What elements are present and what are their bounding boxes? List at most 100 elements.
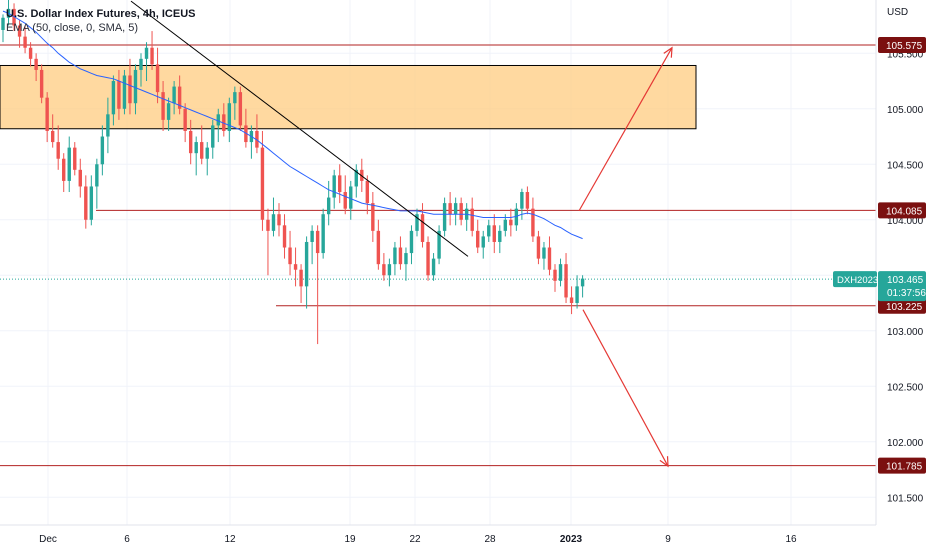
candle [354,164,358,198]
candle [442,197,447,237]
candle [371,192,375,242]
candle [553,264,557,292]
candle [580,275,585,298]
ema-line [2,10,583,240]
candle [514,203,519,231]
candle [122,69,127,115]
candle [293,247,298,287]
candle-body [50,130,55,143]
time-tick-label: 16 [785,534,797,545]
candle-body [128,75,132,104]
currency-label: USD [887,7,908,18]
candle [161,81,165,131]
time-tick-label: 6 [124,534,130,545]
candle-body [332,175,336,198]
candle [288,230,292,276]
candle-body [382,264,386,276]
candle-body [45,97,49,131]
candle [266,208,270,276]
candle [437,225,441,265]
time-tick-label: 2023 [560,534,583,545]
price-tick-label: 105.000 [887,105,924,116]
candle [89,175,94,226]
candle [382,253,386,281]
candle-body [17,25,22,37]
candle [376,219,381,270]
candle [448,192,452,226]
candle-body [106,114,110,137]
candle [1,14,5,43]
candle-body [144,47,149,59]
time-axis-background [0,525,932,550]
candle [166,97,171,131]
candle [415,208,419,237]
candle-body [288,247,292,265]
candle [28,42,33,67]
level-label-bg [878,202,926,219]
projection-down-arrow-head [659,456,669,468]
candle-body [222,114,226,131]
candle-body [150,47,154,65]
candle-body [194,142,198,154]
time-tick-label: 12 [224,534,236,545]
candle [464,203,469,231]
candle [67,136,71,193]
candle [420,203,425,248]
trendline [130,0,469,257]
candle [17,19,22,48]
candle-body [266,219,270,231]
candle-body [398,247,403,265]
candle [34,53,38,82]
candle-body [343,192,347,209]
price-tick-label: 103.000 [887,327,924,338]
candle-body [277,214,281,226]
candle-body [39,69,44,98]
candle [133,64,138,115]
candle-body [188,130,193,154]
candle [409,225,414,265]
candle [315,225,320,345]
candle-body [326,197,331,215]
candle [277,203,281,237]
candle [233,86,237,120]
candle-body [338,175,342,193]
level-label-bg [878,457,926,474]
candle [569,286,574,315]
candle-body [498,230,502,242]
candle [222,103,226,137]
candle-body [122,75,127,109]
price-tick-label: 102.500 [887,382,924,393]
candle-body [211,125,215,148]
candle-body [426,241,430,276]
candle-body [111,81,116,115]
candle [349,180,353,220]
candle-body [315,230,320,254]
candle [531,197,535,242]
time-tick-label: 28 [484,534,496,545]
drawings [130,0,673,468]
projection-down-arrow-shaft [582,309,669,467]
time-axis[interactable]: Dec 6 12 19 22 28 2023 9 16 [0,524,932,550]
candle-body [520,192,524,209]
candle [547,236,552,276]
price-tick-label: 104.500 [887,160,924,171]
candle-body [62,158,66,181]
candle-body [442,203,447,231]
time-tick-label: 9 [665,534,671,545]
time-tick-label: Dec [39,534,57,545]
candle-body [84,186,88,220]
candle-body [387,264,392,276]
candle-body [476,230,480,248]
candle-body [233,92,237,104]
price-axis[interactable]: USD101.500102.000102.500103.000104.00010… [833,0,932,550]
candle-body [492,225,496,242]
level-label-bg [878,36,926,53]
candle [398,236,403,270]
candle-body [376,230,381,265]
symbol-tag-bg [833,271,877,288]
candle-body [349,186,353,209]
candle-body [78,169,82,187]
candle-body [28,47,33,59]
level-label-101.785: 101.785 [878,457,926,474]
